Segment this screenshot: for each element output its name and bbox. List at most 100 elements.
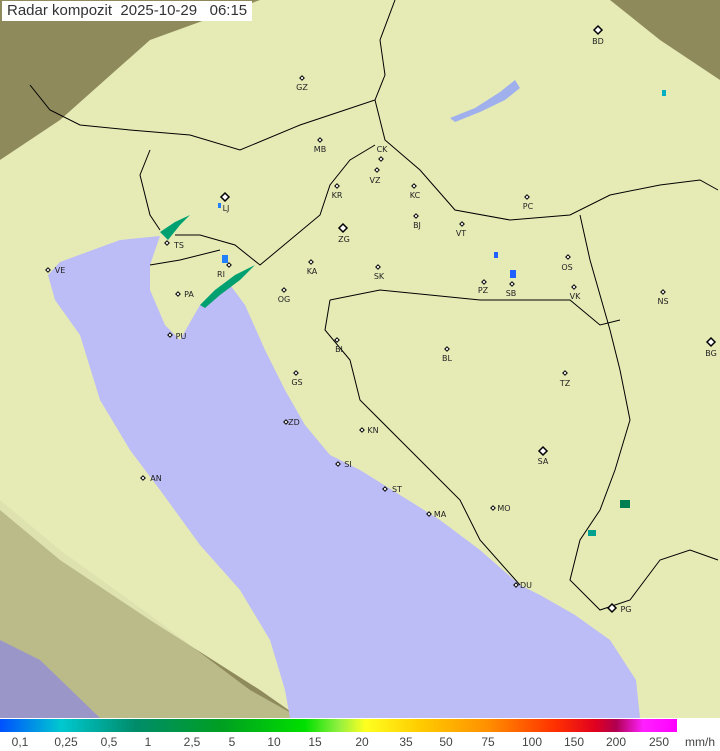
city-markers: GZ BD MB CK VZ KR KC LJ PC BJ VT ZG TS OS VE KA SK RI PZ SB…: [45, 24, 717, 614]
city-si: SI: [335, 460, 352, 469]
city-ve: VE: [45, 266, 66, 275]
city-mo: MO: [490, 504, 511, 513]
city-label: BL: [442, 354, 452, 363]
legend-label: 250: [648, 735, 670, 749]
city-label: TS: [173, 241, 184, 250]
radar-coverage: [0, 0, 720, 718]
city-diamond-icon: [411, 183, 417, 189]
city-diamond-icon: [334, 183, 340, 189]
city-label: PC: [523, 202, 534, 211]
radar-echoes: [160, 90, 666, 536]
city-label: OS: [561, 263, 572, 272]
city-diamond-icon: [226, 262, 232, 268]
city-diamond-icon: [481, 279, 487, 285]
city-diamond-icon: [175, 291, 181, 297]
legend-labels: 0,1 0,25 0,5 1 2,5 5 10 15 20 35 50 75 100 150 200 250 m…: [0, 735, 720, 751]
city-label: BI: [335, 345, 343, 354]
city-label: MO: [497, 504, 510, 513]
city-label: VK: [570, 292, 581, 301]
city-label: SA: [538, 457, 549, 466]
radar-map[interactable]: GZ BD MB CK VZ KR KC LJ PC BJ VT ZG TS OS VE KA SK RI PZ SB…: [0, 0, 720, 718]
legend-label: 2,5: [183, 735, 201, 749]
city-diamond-icon: [219, 191, 231, 203]
city-label: NS: [657, 297, 668, 306]
city-diamond-icon: [317, 137, 323, 143]
city-label: SK: [374, 272, 385, 281]
city-diamond-icon: [334, 337, 340, 343]
city-diamond-icon: [524, 194, 530, 200]
city-bi: BI: [334, 337, 343, 354]
land-south-italy: [0, 500, 300, 718]
city-gs: GS: [291, 370, 303, 387]
legend-label: 100: [521, 735, 543, 749]
city-diamond-icon: [167, 332, 173, 338]
city-label: RI: [217, 270, 225, 279]
city-os: OS: [561, 254, 573, 272]
city-diamond-icon: [606, 602, 618, 614]
city-ma: MA: [426, 510, 447, 519]
city-vz: VZ: [370, 167, 381, 185]
city-ri: RI: [217, 262, 232, 279]
city-diamond-icon: [164, 240, 170, 246]
city-diamond-icon: [375, 264, 381, 270]
city-lj: LJ: [219, 191, 231, 213]
city-zd: ZD: [283, 418, 300, 427]
city-diamond-icon: [459, 221, 465, 227]
city-diamond-icon: [513, 582, 519, 588]
city-label: GS: [291, 378, 302, 387]
city-diamond-icon: [293, 370, 299, 376]
city-st: ST: [382, 485, 402, 494]
city-label: MB: [314, 145, 326, 154]
city-kr: KR: [332, 183, 343, 200]
city-diamond-icon: [571, 284, 577, 290]
city-diamond-icon: [299, 75, 305, 81]
city-label: GZ: [296, 83, 308, 92]
city-label: BG: [705, 349, 717, 358]
city-label: SB: [506, 289, 517, 298]
precipitation-color-scale: [0, 719, 677, 732]
city-diamond-icon: [509, 281, 515, 287]
legend-label: 5: [228, 735, 236, 749]
city-diamond-icon: [413, 213, 419, 219]
city-diamond-icon: [281, 287, 287, 293]
city-tz: TZ: [559, 370, 571, 388]
city-ns: NS: [657, 289, 669, 306]
city-label: VE: [55, 266, 66, 275]
city-diamond-icon: [335, 461, 341, 467]
city-label: CK: [377, 145, 389, 154]
city-label: BD: [592, 37, 604, 46]
city-diamond-icon: [283, 419, 289, 425]
city-sb: SB: [506, 281, 517, 298]
city-label: SI: [344, 460, 351, 469]
city-bj: BJ: [413, 213, 421, 230]
legend-label: 35: [399, 735, 413, 749]
city-diamond-icon: [705, 336, 717, 348]
legend-label: 150: [563, 735, 585, 749]
legend-label: 0,1: [11, 735, 29, 749]
city-label: KN: [367, 426, 378, 435]
city-diamond-icon: [444, 346, 450, 352]
city-diamond-icon: [490, 505, 496, 511]
city-bl: BL: [442, 346, 453, 363]
city-label: PA: [184, 290, 194, 299]
city-label: OG: [278, 295, 291, 304]
city-diamond-icon: [592, 24, 604, 36]
city-vt: VT: [456, 221, 466, 238]
legend-label: 50: [439, 735, 453, 749]
city-ts: TS: [164, 240, 184, 250]
city-diamond-icon: [378, 156, 384, 162]
city-diamond-icon: [562, 370, 568, 376]
legend-label: 10: [267, 735, 281, 749]
city-du: DU: [513, 581, 532, 590]
city-label: BJ: [413, 221, 421, 230]
city-og: OG: [278, 287, 291, 304]
city-label: PZ: [478, 286, 489, 295]
city-pc: PC: [523, 194, 534, 211]
lake-balaton: [450, 80, 520, 122]
legend-label: 20: [355, 735, 369, 749]
city-sa: SA: [538, 445, 549, 466]
city-label: KA: [307, 267, 318, 276]
city-label: LJ: [223, 204, 230, 213]
city-label: KC: [410, 191, 421, 200]
city-kc: KC: [410, 183, 421, 200]
